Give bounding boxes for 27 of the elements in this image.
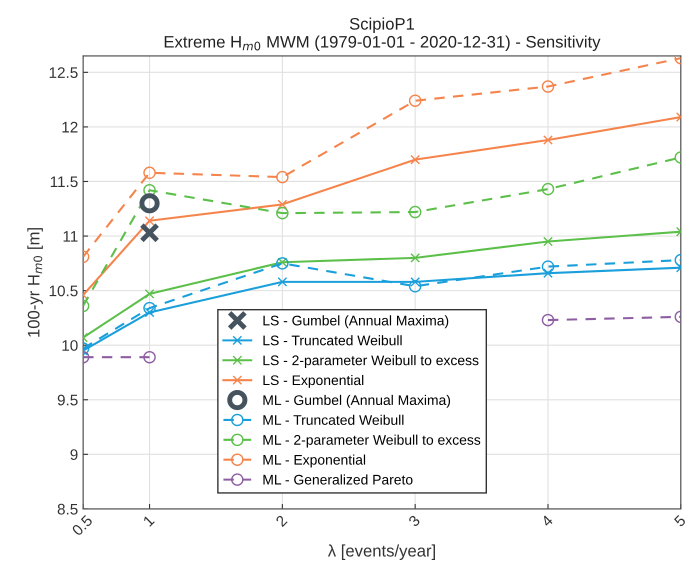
y-tick-label: 12 (62, 122, 78, 132)
x-tick-label: 5 (674, 514, 686, 528)
legend-label: ML - 2-parameter Weibull to excess (263, 434, 480, 448)
chart-title: ScipioP1 Extreme H$_{m0}$ MWM (1979-01-01 - 2020-12-31) - Sensitivity (164, 18, 600, 52)
y-tick-label: 11.5 (50, 176, 78, 188)
legend-label: LS - Gumbel (Annual Maxima) (263, 315, 448, 328)
y-tick-label: 10.5 (50, 285, 78, 296)
x-tick-label: 2 (275, 514, 288, 528)
y-tick-label: 11 (64, 231, 78, 242)
x-tick-label: 3 (408, 514, 421, 528)
legend-label: ML - Generalized Pareto (263, 474, 413, 485)
y-tick-label: 8.5 (58, 504, 78, 515)
legend-label: ML - Truncated Weibull (263, 414, 404, 425)
y-tick-label: 12.5 (50, 67, 78, 78)
x-tick-label: 4 (540, 514, 554, 528)
x-tick-label: 0.5 (71, 514, 94, 536)
x-tick-label: 1 (142, 514, 155, 527)
legend-label: LS - 2-parameter Weibull to excess (263, 355, 478, 368)
y-tick-label: 10 (62, 340, 78, 351)
y-axis-title: 100-yr H$_{m0}$ [m] (27, 228, 43, 337)
y-tick-label: 9.5 (58, 394, 78, 406)
legend-label: LS - Truncated Weibull (263, 335, 402, 346)
legend-label: ML - Exponential (263, 454, 366, 468)
x-axis-title: λ [events/year] (328, 544, 435, 560)
legend-label: ML - Gumbel (Annual Maxima) (263, 394, 450, 408)
y-tick-label: 9 (70, 449, 78, 460)
legend-label: LS - Exponential (263, 374, 364, 388)
